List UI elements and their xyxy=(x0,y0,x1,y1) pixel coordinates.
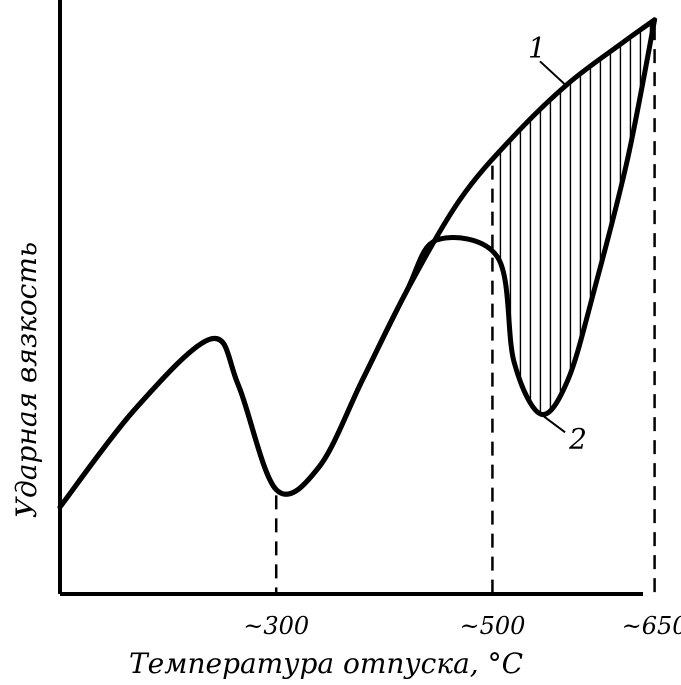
x-tick-label: ~650 xyxy=(622,612,681,640)
series-2-line xyxy=(57,17,658,510)
x-tick-labels: ~300 ~500 ~650 xyxy=(243,612,681,640)
series-2-label: 2 xyxy=(568,422,587,455)
series-2-leader xyxy=(540,413,566,434)
x-tick-label: ~300 xyxy=(243,612,309,640)
series-1-label: 1 xyxy=(528,31,546,64)
hatched-region xyxy=(499,24,652,412)
series-1-line xyxy=(57,17,658,510)
y-axis-label: Ударная вязкость xyxy=(10,242,43,518)
x-tick-label: ~500 xyxy=(459,612,525,640)
x-axis-label: Температура отпуска, °С xyxy=(129,647,523,680)
guide-lines xyxy=(274,26,656,594)
series-1-leader xyxy=(539,60,567,87)
